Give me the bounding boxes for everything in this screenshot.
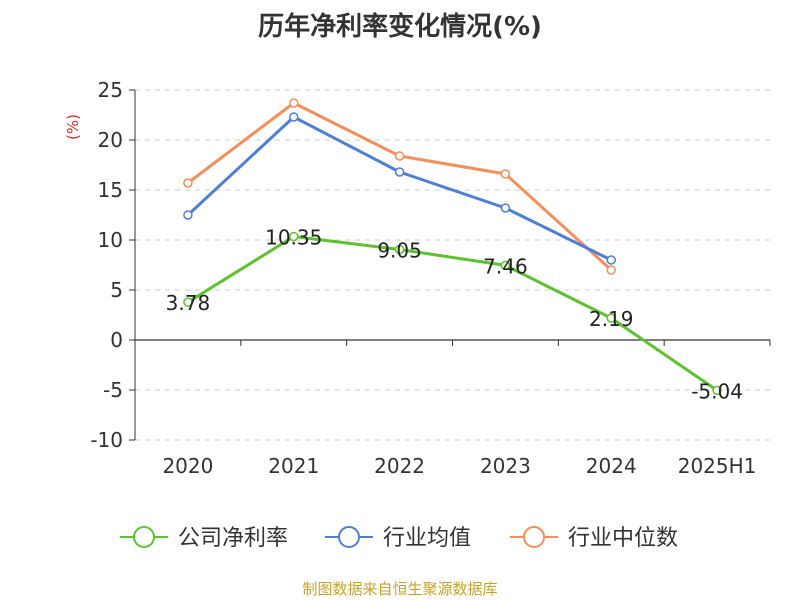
data-point: [500, 260, 511, 271]
x-tick-label: 2023: [480, 454, 531, 478]
data-point: [394, 244, 405, 255]
data-point: [500, 203, 511, 213]
legend-label: 行业均值: [383, 526, 471, 551]
data-point: [712, 385, 722, 396]
legend-marker: [338, 526, 360, 548]
x-tick-label: 2022: [374, 454, 425, 478]
data-point: [606, 313, 616, 323]
data-point: [183, 297, 193, 307]
x-tick-labels: 2020 2021 2022 2023 2024 2025H1: [162, 454, 756, 478]
data-point: [394, 167, 405, 177]
data-point: [289, 231, 299, 242]
y-tick-label: -10: [90, 428, 123, 452]
legend-item[interactable]: 行业中位数: [510, 526, 678, 551]
x-tick-label: 2021: [268, 454, 319, 478]
y-tick-label: 5: [110, 278, 123, 302]
y-tick-label: 15: [98, 178, 123, 202]
data-point: [606, 265, 616, 275]
legend-item[interactable]: 公司净利率: [120, 526, 288, 551]
y-axis-label: (%): [64, 114, 82, 140]
legend-item[interactable]: 行业均值: [325, 526, 471, 551]
data-point: [183, 178, 193, 188]
series-points: [183, 98, 722, 396]
y-tick-label: 10: [98, 228, 123, 252]
data-label: -5.04: [691, 379, 743, 403]
legend-label: 公司净利率: [178, 526, 288, 551]
legend-marker: [133, 526, 155, 548]
axes: [129, 89, 771, 441]
chart-title: 历年净利率变化情况(%): [258, 12, 542, 42]
x-tick-label: 2024: [586, 454, 637, 478]
data-label: 2.19: [589, 307, 634, 331]
data-label: 10.35: [265, 226, 322, 250]
data-point: [500, 169, 511, 179]
data-point: [606, 255, 616, 265]
data-point: [394, 151, 405, 161]
legend: 公司净利率 行业均值 行业中位数: [120, 526, 678, 551]
y-tick-labels: 25 20 15 10 5 0 -5 -10: [90, 78, 123, 452]
data-labels: 3.78 10.35 9.05 7.46 2.19 -5.04: [166, 226, 743, 404]
data-point: [183, 210, 193, 220]
data-label: 9.05: [377, 239, 422, 263]
y-tick-label: 20: [98, 128, 123, 152]
x-tick-label: 2020: [162, 454, 213, 478]
y-tick-label: -5: [103, 378, 123, 402]
y-tick-label: 0: [110, 328, 123, 352]
legend-label: 行业中位数: [568, 526, 678, 551]
data-point: [289, 112, 299, 122]
data-point: [289, 98, 299, 108]
legend-marker: [523, 526, 545, 548]
gridlines: [135, 89, 770, 441]
data-label: 3.78: [166, 291, 211, 315]
source-note: 制图数据来自恒生聚源数据库: [302, 580, 498, 598]
series-line: [187, 235, 718, 392]
y-tick-label: 25: [98, 78, 123, 102]
x-tick-label: 2025H1: [678, 454, 757, 478]
data-label: 7.46: [483, 254, 528, 278]
